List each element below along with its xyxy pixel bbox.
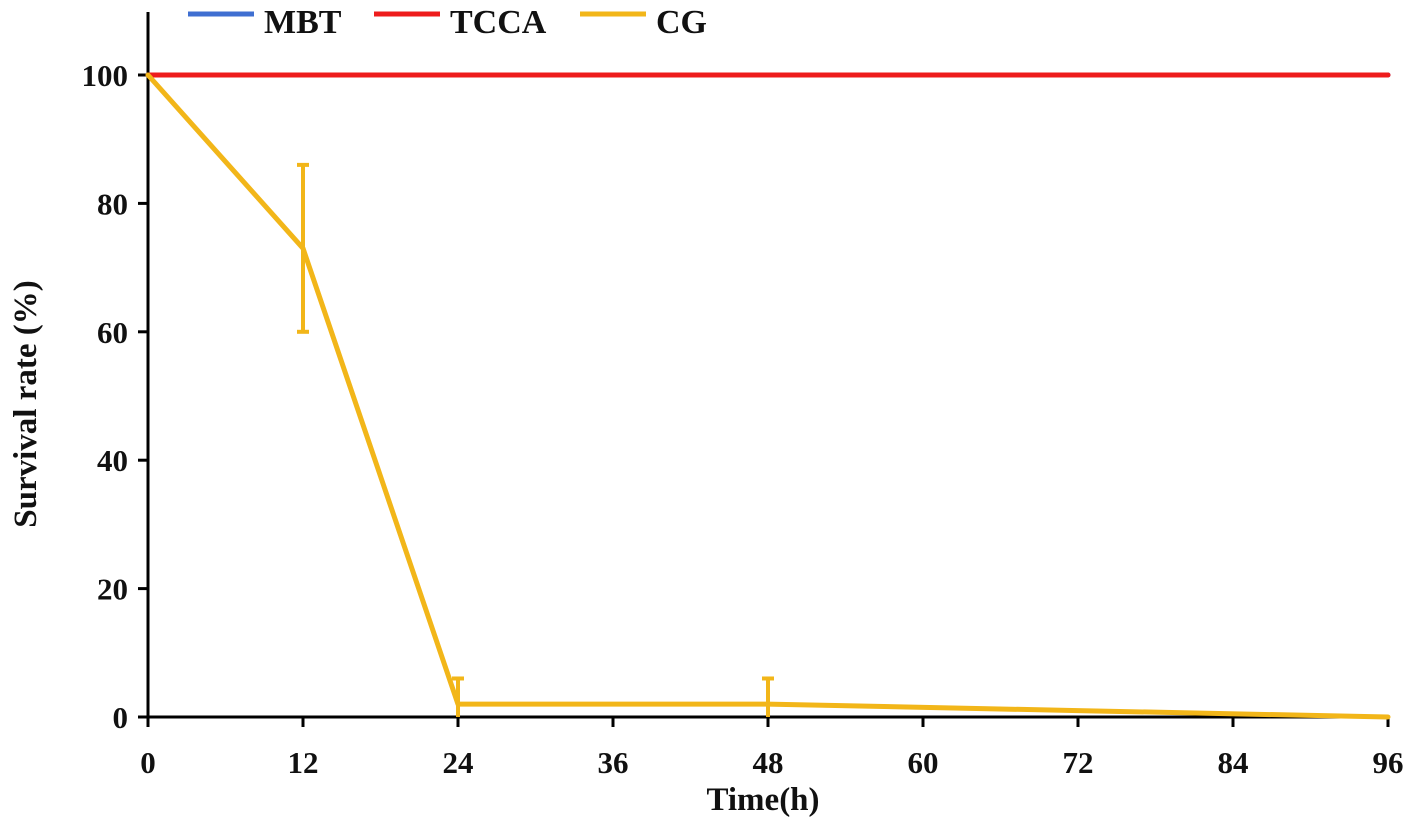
y-axis-title: Survival rate (%) (8, 280, 44, 527)
legend-label-mbt: MBT (264, 4, 342, 41)
ticks-group: 0 12 24 36 48 60 72 84 96 0 20 40 60 80 100 (82, 58, 1404, 780)
x-tick-label-1: 12 (288, 745, 319, 780)
legend-label-cg: CG (656, 4, 707, 41)
x-tick-label-7: 84 (1218, 745, 1249, 780)
legend-label-tcca: TCCA (450, 4, 547, 41)
series-group (145, 72, 1391, 720)
x-tick-label-8: 96 (1373, 745, 1404, 780)
x-tick-label-5: 60 (908, 745, 939, 780)
y-tick-label-5: 100 (82, 58, 129, 93)
y-tick-label-0: 0 (113, 700, 129, 735)
x-tick-label-3: 36 (598, 745, 629, 780)
x-tick-label-2: 24 (443, 745, 474, 780)
x-tick-label-6: 72 (1063, 745, 1094, 780)
legend: MBT TCCA CG (188, 4, 707, 41)
axes-group (146, 12, 1390, 719)
y-tick-label-2: 40 (97, 443, 128, 478)
x-tick-label-0: 0 (140, 745, 156, 780)
x-tick-label-4: 48 (753, 745, 784, 780)
y-tick-label-3: 60 (97, 315, 128, 350)
x-axis-title: Time(h) (706, 782, 819, 818)
y-tick-label-4: 80 (97, 186, 128, 221)
series-line-cg (145, 72, 1391, 720)
y-tick-label-1: 20 (97, 572, 128, 607)
